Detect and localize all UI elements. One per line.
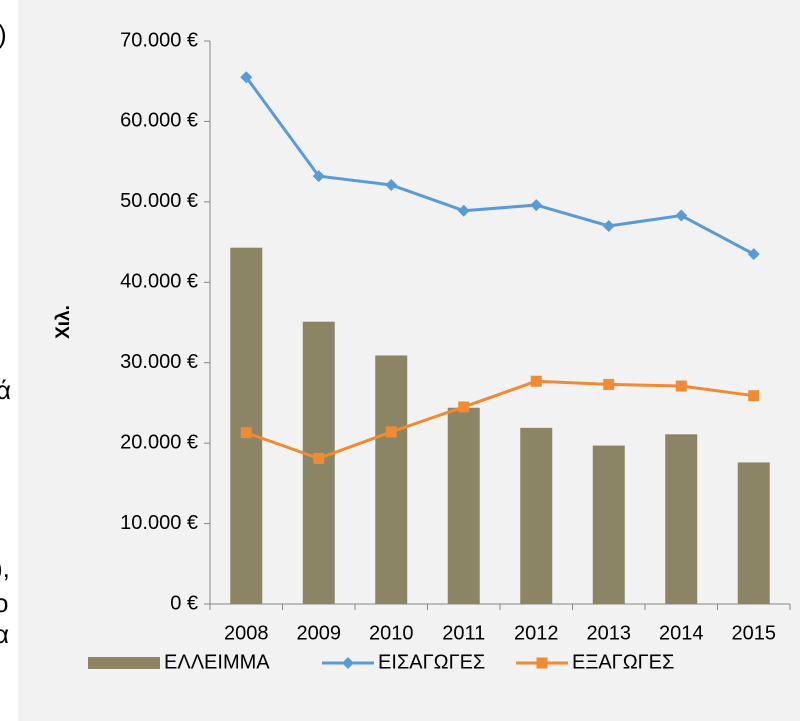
x-tick-label: 2015 — [732, 622, 777, 644]
marker — [603, 378, 615, 390]
line — [245, 76, 755, 256]
y-tick-label: 50.000 € — [120, 190, 198, 212]
bar — [737, 462, 770, 604]
y-tick-label: 30.000 € — [120, 351, 198, 373]
x-tick-label: 2013 — [587, 622, 632, 644]
x-tick-label: 2008 — [224, 622, 269, 644]
marker — [748, 390, 760, 402]
marker — [675, 380, 687, 392]
legend-label: ΕΙΣΑΓΩΓΕΣ — [378, 651, 485, 673]
marker — [602, 219, 615, 232]
marker — [530, 375, 542, 387]
legend-swatch — [88, 657, 160, 669]
bar — [447, 407, 480, 604]
marker — [747, 248, 760, 261]
y-tick-label: 10.000 € — [120, 512, 198, 534]
marker — [240, 427, 252, 439]
legend-label: ΕΛΛΕΙΜΜΑ — [164, 651, 270, 673]
marker — [530, 199, 543, 212]
bar — [592, 445, 625, 604]
x-tick-label: 2012 — [514, 622, 559, 644]
marker — [675, 209, 688, 222]
side-text: ) — [0, 19, 7, 49]
x-tick-label: 2014 — [659, 622, 704, 644]
bar — [375, 355, 408, 604]
marker — [457, 204, 470, 217]
side-text: ά — [0, 375, 11, 405]
line — [245, 379, 754, 461]
legend-label: ΕΞΑΓΩΓΕΣ — [572, 651, 674, 673]
marker — [313, 452, 325, 464]
side-text: ), — [0, 553, 10, 583]
x-tick-label: 2009 — [297, 622, 342, 644]
bar — [520, 427, 553, 604]
legend-marker — [342, 657, 354, 669]
side-text: ο — [0, 588, 8, 618]
x-tick-label: 2011 — [442, 622, 485, 644]
y-tick-label: 60.000 € — [120, 110, 198, 132]
side-text: α — [0, 619, 9, 649]
x-tick-label: 2010 — [369, 622, 414, 644]
y-tick-label: 20.000 € — [120, 431, 198, 453]
marker — [458, 401, 470, 413]
y-tick-label: 40.000 € — [120, 271, 198, 293]
marker — [240, 71, 253, 84]
marker — [385, 426, 397, 438]
y-axis-label: Χιλ. — [53, 305, 74, 339]
bar — [230, 247, 263, 605]
marker — [385, 178, 398, 191]
y-tick-label: 0 € — [170, 592, 198, 614]
legend-marker — [536, 657, 548, 669]
bar — [665, 434, 698, 604]
y-tick-label: 70.000 € — [120, 29, 198, 51]
marker — [312, 170, 325, 183]
